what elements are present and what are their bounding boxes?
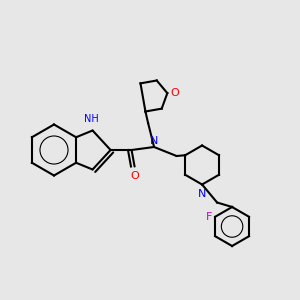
Text: N: N xyxy=(150,136,158,146)
Text: N: N xyxy=(198,189,206,199)
Text: O: O xyxy=(130,171,139,181)
Text: NH: NH xyxy=(84,115,98,124)
Text: F: F xyxy=(206,212,212,222)
Text: O: O xyxy=(170,88,179,98)
